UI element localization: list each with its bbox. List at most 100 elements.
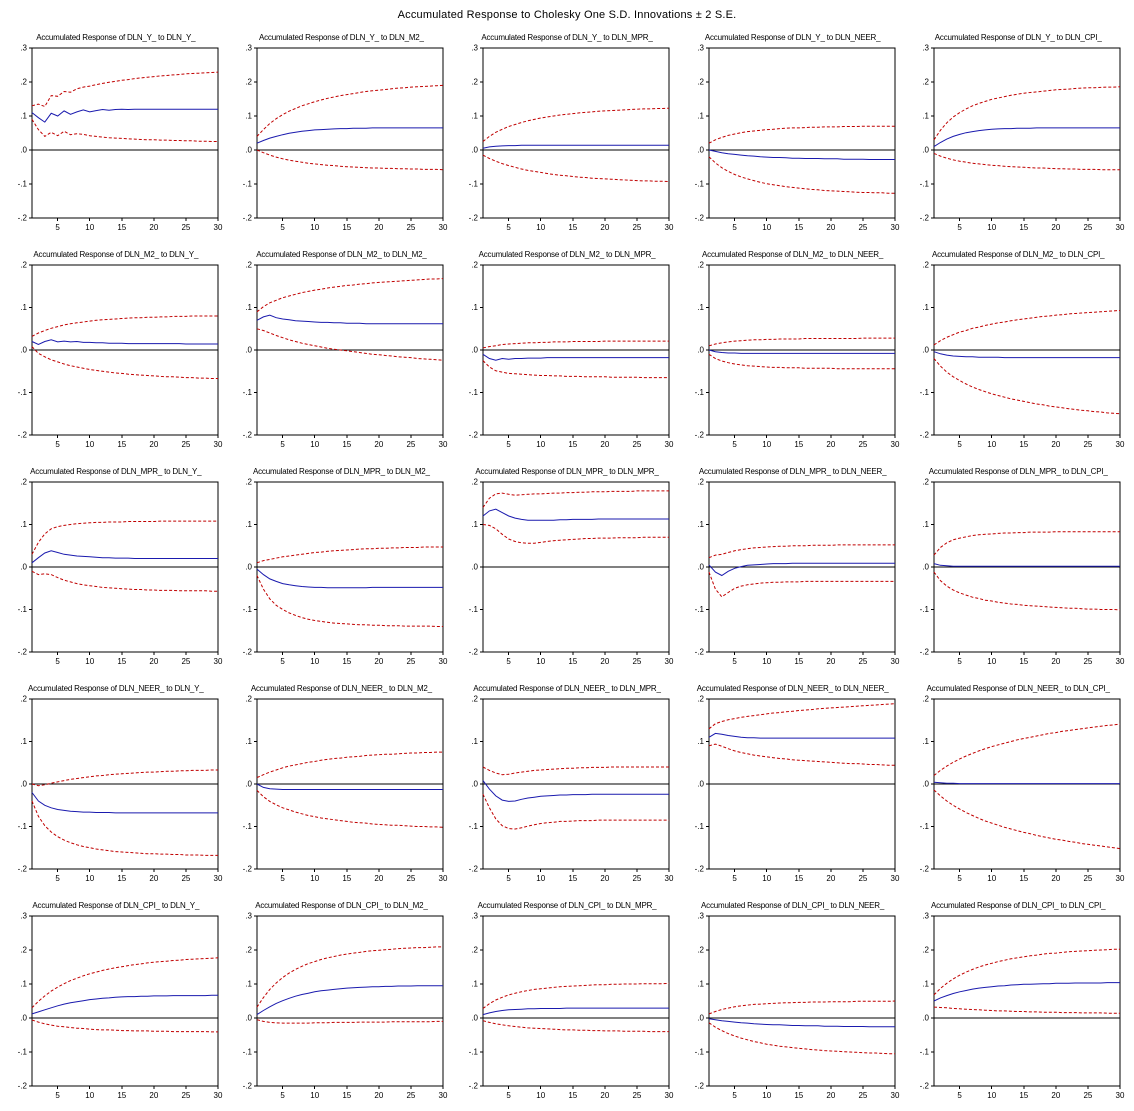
x-tick-label: 5 — [958, 440, 963, 449]
irf-plot: .3 .2 .1 .0 -.1 -.2 5 10 15 20 25 30 — [469, 912, 674, 1101]
lower-2se-line — [31, 570, 218, 592]
irf-plot: .3 .2 .1 .0 -.1 -.2 5 10 15 20 25 30 — [920, 912, 1125, 1101]
response-line — [482, 144, 669, 149]
chart-title: Accumulated Response of DLN_Y_ to DLN_NE… — [704, 33, 881, 42]
x-tick-label: 5 — [958, 1091, 963, 1100]
upper-2se-line — [31, 957, 218, 1009]
upper-2se-line — [482, 766, 669, 776]
x-tick-label: 20 — [375, 657, 384, 666]
upper-2se-line — [482, 490, 669, 508]
chart-title: Accumulated Response of DLN_NEER_ to DLN… — [473, 684, 661, 693]
irf-chart-cell: Accumulated Response of DLN_Y_ to DLN_M2… — [229, 24, 455, 241]
x-tick-label: 20 — [375, 874, 384, 883]
upper-2se-line — [31, 71, 218, 108]
y-tick-label: .2 — [246, 478, 253, 487]
y-tick-label: .1 — [20, 980, 27, 989]
x-tick-label: 20 — [1052, 440, 1061, 449]
y-tick-label: -.2 — [243, 865, 253, 874]
y-tick-label: .0 — [20, 1014, 27, 1023]
y-tick-label: .3 — [246, 44, 253, 53]
x-tick-label: 25 — [181, 1091, 190, 1100]
x-tick-label: 20 — [375, 223, 384, 232]
response-line — [708, 349, 895, 354]
y-tick-label: .0 — [923, 563, 930, 572]
lower-2se-line — [708, 353, 895, 370]
y-tick-label: -.1 — [17, 1048, 27, 1057]
y-tick-label: .0 — [246, 1014, 253, 1023]
irf-chart-cell: Accumulated Response of DLN_CPI_ to DLN_… — [454, 892, 680, 1109]
y-tick-label: .0 — [20, 563, 27, 572]
chart-title: Accumulated Response of DLN_MPR_ to DLN_… — [698, 467, 887, 476]
irf-chart-cell: Accumulated Response of DLN_Y_ to DLN_CP… — [905, 24, 1131, 241]
y-tick-label: .1 — [923, 112, 930, 121]
irf-chart-cell: Accumulated Response of DLN_MPR_ to DLN_… — [3, 458, 229, 675]
plot-border — [482, 915, 670, 1087]
irf-chart-cell: Accumulated Response of DLN_M2_ to DLN_Y… — [3, 241, 229, 458]
x-tick-label: 5 — [281, 657, 286, 666]
x-tick-label: 15 — [794, 1091, 803, 1100]
chart-title: Accumulated Response of DLN_Y_ to DLN_MP… — [481, 33, 653, 42]
x-tick-label: 15 — [1020, 440, 1029, 449]
x-tick-label: 25 — [407, 874, 416, 883]
upper-2se-line — [256, 946, 444, 1008]
x-tick-label: 10 — [987, 1091, 996, 1100]
y-tick-label: -.2 — [694, 214, 704, 223]
x-tick-label: 30 — [665, 657, 674, 666]
lower-2se-line — [482, 1020, 669, 1033]
x-tick-label: 20 — [149, 874, 158, 883]
chart-title: Accumulated Response of DLN_M2_ to DLN_M… — [256, 250, 427, 259]
x-tick-label: 10 — [85, 440, 94, 449]
x-tick-label: 30 — [439, 1091, 448, 1100]
x-tick-label: 30 — [213, 223, 222, 232]
x-tick-label: 20 — [826, 223, 835, 232]
x-tick-label: 20 — [600, 657, 609, 666]
x-tick-label: 20 — [600, 223, 609, 232]
chart-title: Accumulated Response of DLN_CPI_ to DLN_… — [930, 901, 1106, 910]
upper-2se-line — [31, 520, 218, 555]
x-tick-label: 10 — [987, 657, 996, 666]
x-tick-label: 5 — [506, 223, 511, 232]
x-tick-label: 25 — [632, 1091, 641, 1100]
response-line — [708, 149, 895, 160]
y-tick-label: .2 — [471, 78, 478, 87]
x-tick-label: 5 — [281, 223, 286, 232]
x-tick-label: 25 — [858, 874, 867, 883]
x-tick-label: 20 — [149, 657, 158, 666]
y-tick-label: -.1 — [243, 180, 253, 189]
x-tick-label: 25 — [181, 657, 190, 666]
y-tick-label: -.2 — [243, 431, 253, 440]
x-tick-label: 25 — [632, 223, 641, 232]
lower-2se-line — [934, 1006, 1121, 1014]
y-tick-label: .0 — [697, 146, 704, 155]
x-tick-label: 5 — [506, 657, 511, 666]
y-tick-label: .3 — [20, 912, 27, 921]
response-line — [934, 781, 1121, 785]
y-tick-label: .1 — [246, 737, 253, 746]
x-tick-label: 20 — [1052, 657, 1061, 666]
x-tick-label: 10 — [987, 440, 996, 449]
x-tick-label: 15 — [343, 223, 352, 232]
x-tick-label: 10 — [311, 223, 320, 232]
x-tick-label: 30 — [890, 1091, 899, 1100]
y-tick-label: .2 — [923, 261, 930, 270]
chart-title: Accumulated Response of DLN_M2_ to DLN_C… — [932, 250, 1105, 259]
y-tick-label: .1 — [471, 112, 478, 121]
x-tick-label: 10 — [536, 440, 545, 449]
x-tick-label: 15 — [343, 440, 352, 449]
chart-title: Accumulated Response of DLN_MPR_ to DLN_… — [475, 467, 659, 476]
lower-2se-line — [31, 119, 218, 142]
plot-border — [933, 47, 1121, 219]
plot-border — [708, 47, 896, 219]
y-tick-label: .1 — [246, 303, 253, 312]
y-tick-label: .2 — [471, 478, 478, 487]
y-tick-label: .1 — [246, 112, 253, 121]
y-tick-label: -.1 — [243, 822, 253, 831]
x-tick-label: 30 — [1116, 1091, 1125, 1100]
lower-2se-line — [257, 149, 444, 171]
response-line — [934, 563, 1121, 567]
irf-plot: .2 .1 .0 -.1 -.2 5 10 15 20 25 30 — [243, 478, 448, 667]
plot-border — [708, 915, 896, 1087]
x-tick-label: 5 — [55, 440, 60, 449]
irf-chart-cell: Accumulated Response of DLN_M2_ to DLN_C… — [905, 241, 1131, 458]
plot-border — [256, 915, 444, 1087]
